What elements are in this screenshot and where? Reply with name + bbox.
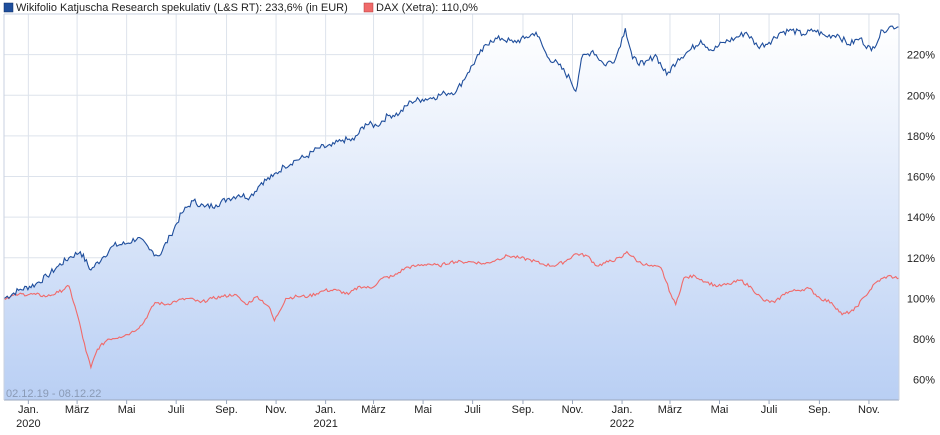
y-tick-label: 140% <box>907 212 935 224</box>
x-tick-label: Mai <box>711 404 729 416</box>
x-tick-label: März <box>658 404 682 416</box>
legend-swatch-wikifolio <box>3 2 14 13</box>
legend-swatch-dax <box>363 2 374 13</box>
legend: Wikifolio Katjuscha Research spekulativ … <box>3 2 478 14</box>
x-tick-label: März <box>361 404 385 416</box>
x-tick-label: Jan. <box>315 404 336 416</box>
y-tick-label: 180% <box>907 131 935 143</box>
y-tick-label: 220% <box>907 50 935 62</box>
x-tick-label: Juli <box>464 404 481 416</box>
x-tick-year-label: 2021 <box>313 418 337 430</box>
x-tick-year-label: 2020 <box>16 418 40 430</box>
x-tick-label: Juli <box>761 404 778 416</box>
legend-label-wikifolio: Wikifolio Katjuscha Research spekulativ … <box>16 2 348 14</box>
x-tick-label: Nov. <box>265 404 287 416</box>
x-tick-label: Jan. <box>612 404 633 416</box>
y-axis-ticks: 60% 80% 100% 120% 140% 160% 180% 200% 220% <box>907 50 935 387</box>
series-area-wikifolio <box>4 26 899 400</box>
x-tick-label: Nov. <box>858 404 880 416</box>
x-tick-label: Sep. <box>808 404 831 416</box>
x-tick-label: Nov. <box>562 404 584 416</box>
x-tick-label: Sep. <box>512 404 535 416</box>
y-tick-label: 200% <box>907 90 935 102</box>
x-tick-label: März <box>65 404 89 416</box>
y-tick-label: 60% <box>913 375 935 387</box>
y-tick-label: 120% <box>907 253 935 265</box>
x-tick-label: Jan. <box>18 404 39 416</box>
y-tick-label: 100% <box>907 293 935 305</box>
x-tick-year-label: 2022 <box>610 418 634 430</box>
date-range-label: 02.12.19 - 08.12.22 <box>6 388 101 400</box>
legend-label-dax: DAX (Xetra): 110,0% <box>376 2 478 14</box>
x-tick-label: Mai <box>414 404 432 416</box>
y-tick-label: 80% <box>913 334 935 346</box>
x-tick-label: Mai <box>118 404 136 416</box>
y-tick-label: 160% <box>907 172 935 184</box>
x-tick-label: Sep. <box>215 404 238 416</box>
series-line-dax <box>3 250 900 370</box>
x-axis-ticks: Jan. 2020 März Mai Juli Sep. Nov. Jan. 2021 März M… <box>16 400 880 430</box>
x-tick-label: Juli <box>168 404 185 416</box>
series-line-wikifolio <box>3 25 899 300</box>
